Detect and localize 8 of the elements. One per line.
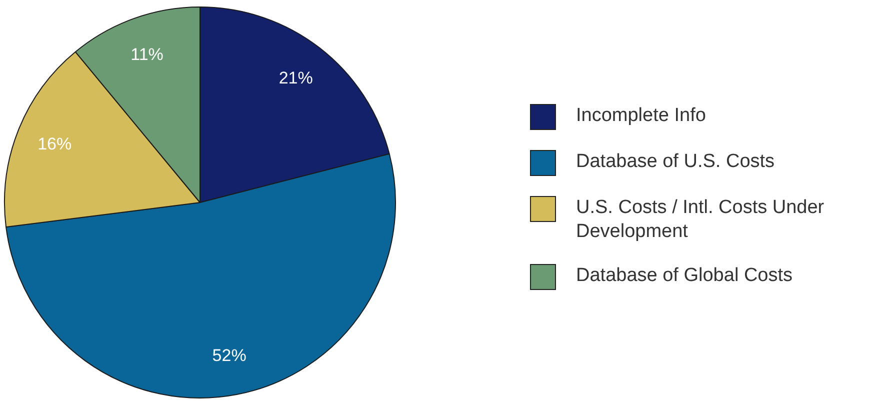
legend-label: Database of Global Costs [576,264,793,288]
legend-label: Database of U.S. Costs [576,150,775,174]
data-label: 11% [130,45,164,64]
legend-label: Incomplete Info [576,104,706,128]
data-label: 21% [278,68,313,88]
legend-label: U.S. Costs / Intl. Costs Under Development [576,196,826,244]
data-label: 16% [38,134,72,154]
data-label: 52% [212,346,246,365]
